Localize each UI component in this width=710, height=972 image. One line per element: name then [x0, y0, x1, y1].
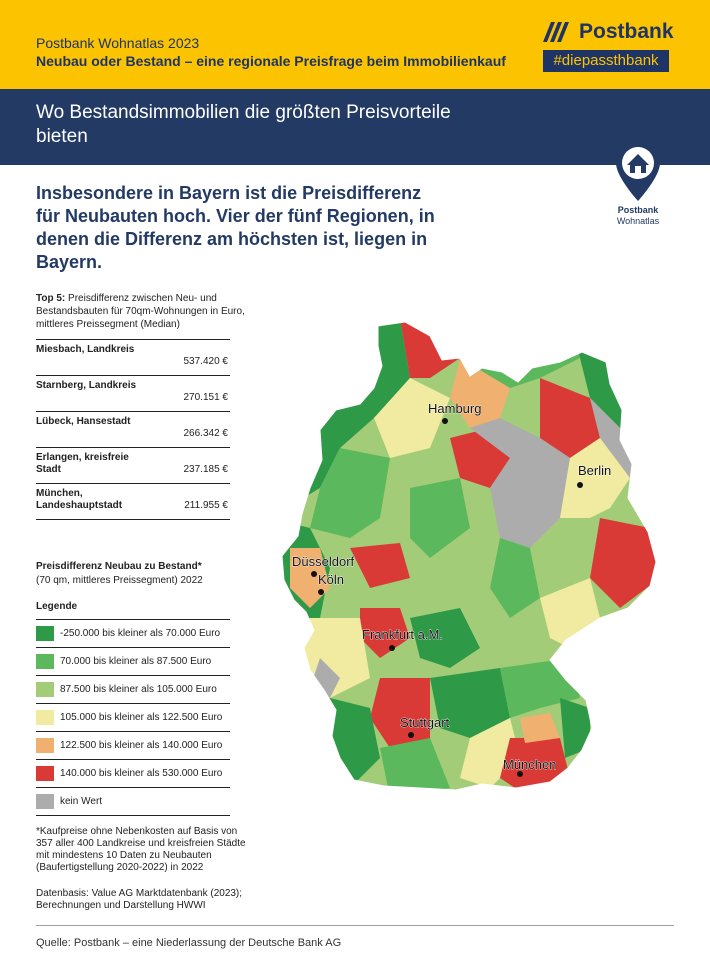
logo-name: Postbank [579, 20, 674, 43]
legend-item: 70.000 bis kleiner als 87.500 Euro [36, 648, 230, 676]
legend-swatch [36, 766, 54, 781]
top5-label: Top 5: [36, 293, 66, 304]
city-label-berlin: Berlin [578, 463, 611, 478]
top5-intro: Top 5: Preisdifferenz zwischen Neu- und … [36, 292, 246, 331]
legend: -250.000 bis kleiner als 70.000 Euro 70.… [36, 619, 230, 816]
city-label-frankfurt: Frankfurt a.M. [362, 627, 443, 642]
top5-intro-text: Preisdifferenz zwischen Neu- und Bestand… [36, 293, 245, 330]
legend-heading: Legende [36, 601, 78, 612]
legend-item: 140.000 bis kleiner als 530.000 Euro [36, 760, 230, 788]
legend-item: 87.500 bis kleiner als 105.000 Euro [36, 676, 230, 704]
city-marker-berlin [577, 482, 583, 488]
legend-swatch [36, 682, 54, 697]
table-row: Erlangen, kreisfreie Stadt 237.185 € [36, 448, 230, 484]
region-value: 270.151 € [183, 392, 229, 403]
region-value: 537.420 € [183, 356, 229, 367]
table-row: München, Landeshauptstadt 211.955 € [36, 484, 230, 520]
legend-label: kein Wert [60, 796, 103, 807]
table-row: Miesbach, Landkreis 537.420 € [36, 340, 230, 376]
title-banner: Wo Bestandsimmobilien die größten Preisv… [0, 89, 710, 165]
region-name: Miesbach, Landkreis [36, 344, 135, 355]
legend-title: Preisdifferenz Neubau zu Bestand* [36, 561, 202, 572]
legend-item: -250.000 bis kleiner als 70.000 Euro [36, 620, 230, 648]
table-row: Starnberg, Landkreis 270.151 € [36, 376, 230, 412]
city-marker-koeln [318, 589, 324, 595]
legend-label: -250.000 bis kleiner als 70.000 Euro [60, 628, 221, 639]
region-name: Starnberg, Landkreis [36, 380, 137, 391]
legend-label: 140.000 bis kleiner als 530.000 Euro [60, 768, 223, 779]
divider [36, 925, 674, 926]
city-marker-duesseldorf [311, 571, 317, 577]
legend-label: 70.000 bis kleiner als 87.500 Euro [60, 656, 212, 667]
legend-swatch [36, 738, 54, 753]
city-marker-stuttgart [408, 732, 414, 738]
wohnatlas-sub: Wohnatlas [616, 216, 660, 226]
region-value: 237.185 € [183, 464, 229, 475]
city-label-hamburg: Hamburg [428, 401, 481, 416]
wohnatlas-name: Postbank [617, 205, 659, 215]
legend-label: 105.000 bis kleiner als 122.500 Euro [60, 712, 223, 723]
legend-label: 122.500 bis kleiner als 140.000 Euro [60, 740, 223, 751]
legend-item: kein Wert [36, 788, 230, 816]
city-label-muenchen: München [503, 757, 556, 772]
data-basis: Datenbasis: Value AG Marktdatenbank (202… [36, 888, 243, 911]
legend-item: 122.500 bis kleiner als 140.000 Euro [36, 732, 230, 760]
lead-text: Insbesondere in Bayern ist die Preisdiff… [36, 183, 435, 272]
region-name: München, Landeshauptstadt [36, 488, 123, 511]
city-label-koeln: Köln [318, 572, 344, 587]
header-title: Neubau oder Bestand – eine regionale Pre… [36, 53, 506, 69]
top5-table: Miesbach, Landkreis 537.420 € Starnberg,… [36, 339, 230, 520]
region-name: Erlangen, kreisfreie Stadt [36, 452, 129, 475]
region-value: 211.955 € [184, 500, 228, 511]
region-name: Lübeck, Hansestadt [36, 416, 131, 427]
city-label-duesseldorf: Düsseldorf [292, 554, 355, 569]
legend-swatch [36, 794, 54, 809]
legend-item: 105.000 bis kleiner als 122.500 Euro [36, 704, 230, 732]
house-location-icon [616, 141, 660, 201]
header-bar: Postbank Wohnatlas 2023 Neubau oder Best… [0, 0, 710, 89]
city-marker-hamburg [442, 418, 448, 424]
table-row: Lübeck, Hansestadt 266.342 € [36, 412, 230, 448]
city-marker-frankfurt [389, 645, 395, 651]
footnote: *Kaufpreise ohne Nebenkosten auf Basis v… [36, 826, 246, 873]
source-line: Quelle: Postbank – eine Niederlassung de… [36, 937, 342, 949]
city-label-stuttgart: Stuttgart [400, 715, 450, 730]
postbank-logo-icon [543, 22, 569, 42]
city-marker-muenchen [517, 771, 523, 777]
header-kicker: Postbank Wohnatlas 2023 [36, 35, 200, 51]
legend-swatch [36, 654, 54, 669]
legend-swatch [36, 626, 54, 641]
legend-swatch [36, 710, 54, 725]
region-value: 266.342 € [183, 428, 229, 439]
legend-label: 87.500 bis kleiner als 105.000 Euro [60, 684, 217, 695]
legend-subtitle: (70 qm, mittleres Preissegment) 2022 [36, 575, 203, 586]
page-title: Wo Bestandsimmobilien die größten Preisv… [36, 102, 451, 147]
logo-tagline: #diepassthbank [543, 50, 669, 72]
germany-map: Hamburg Berlin Düsseldorf Köln Frankfurt… [281, 321, 657, 791]
